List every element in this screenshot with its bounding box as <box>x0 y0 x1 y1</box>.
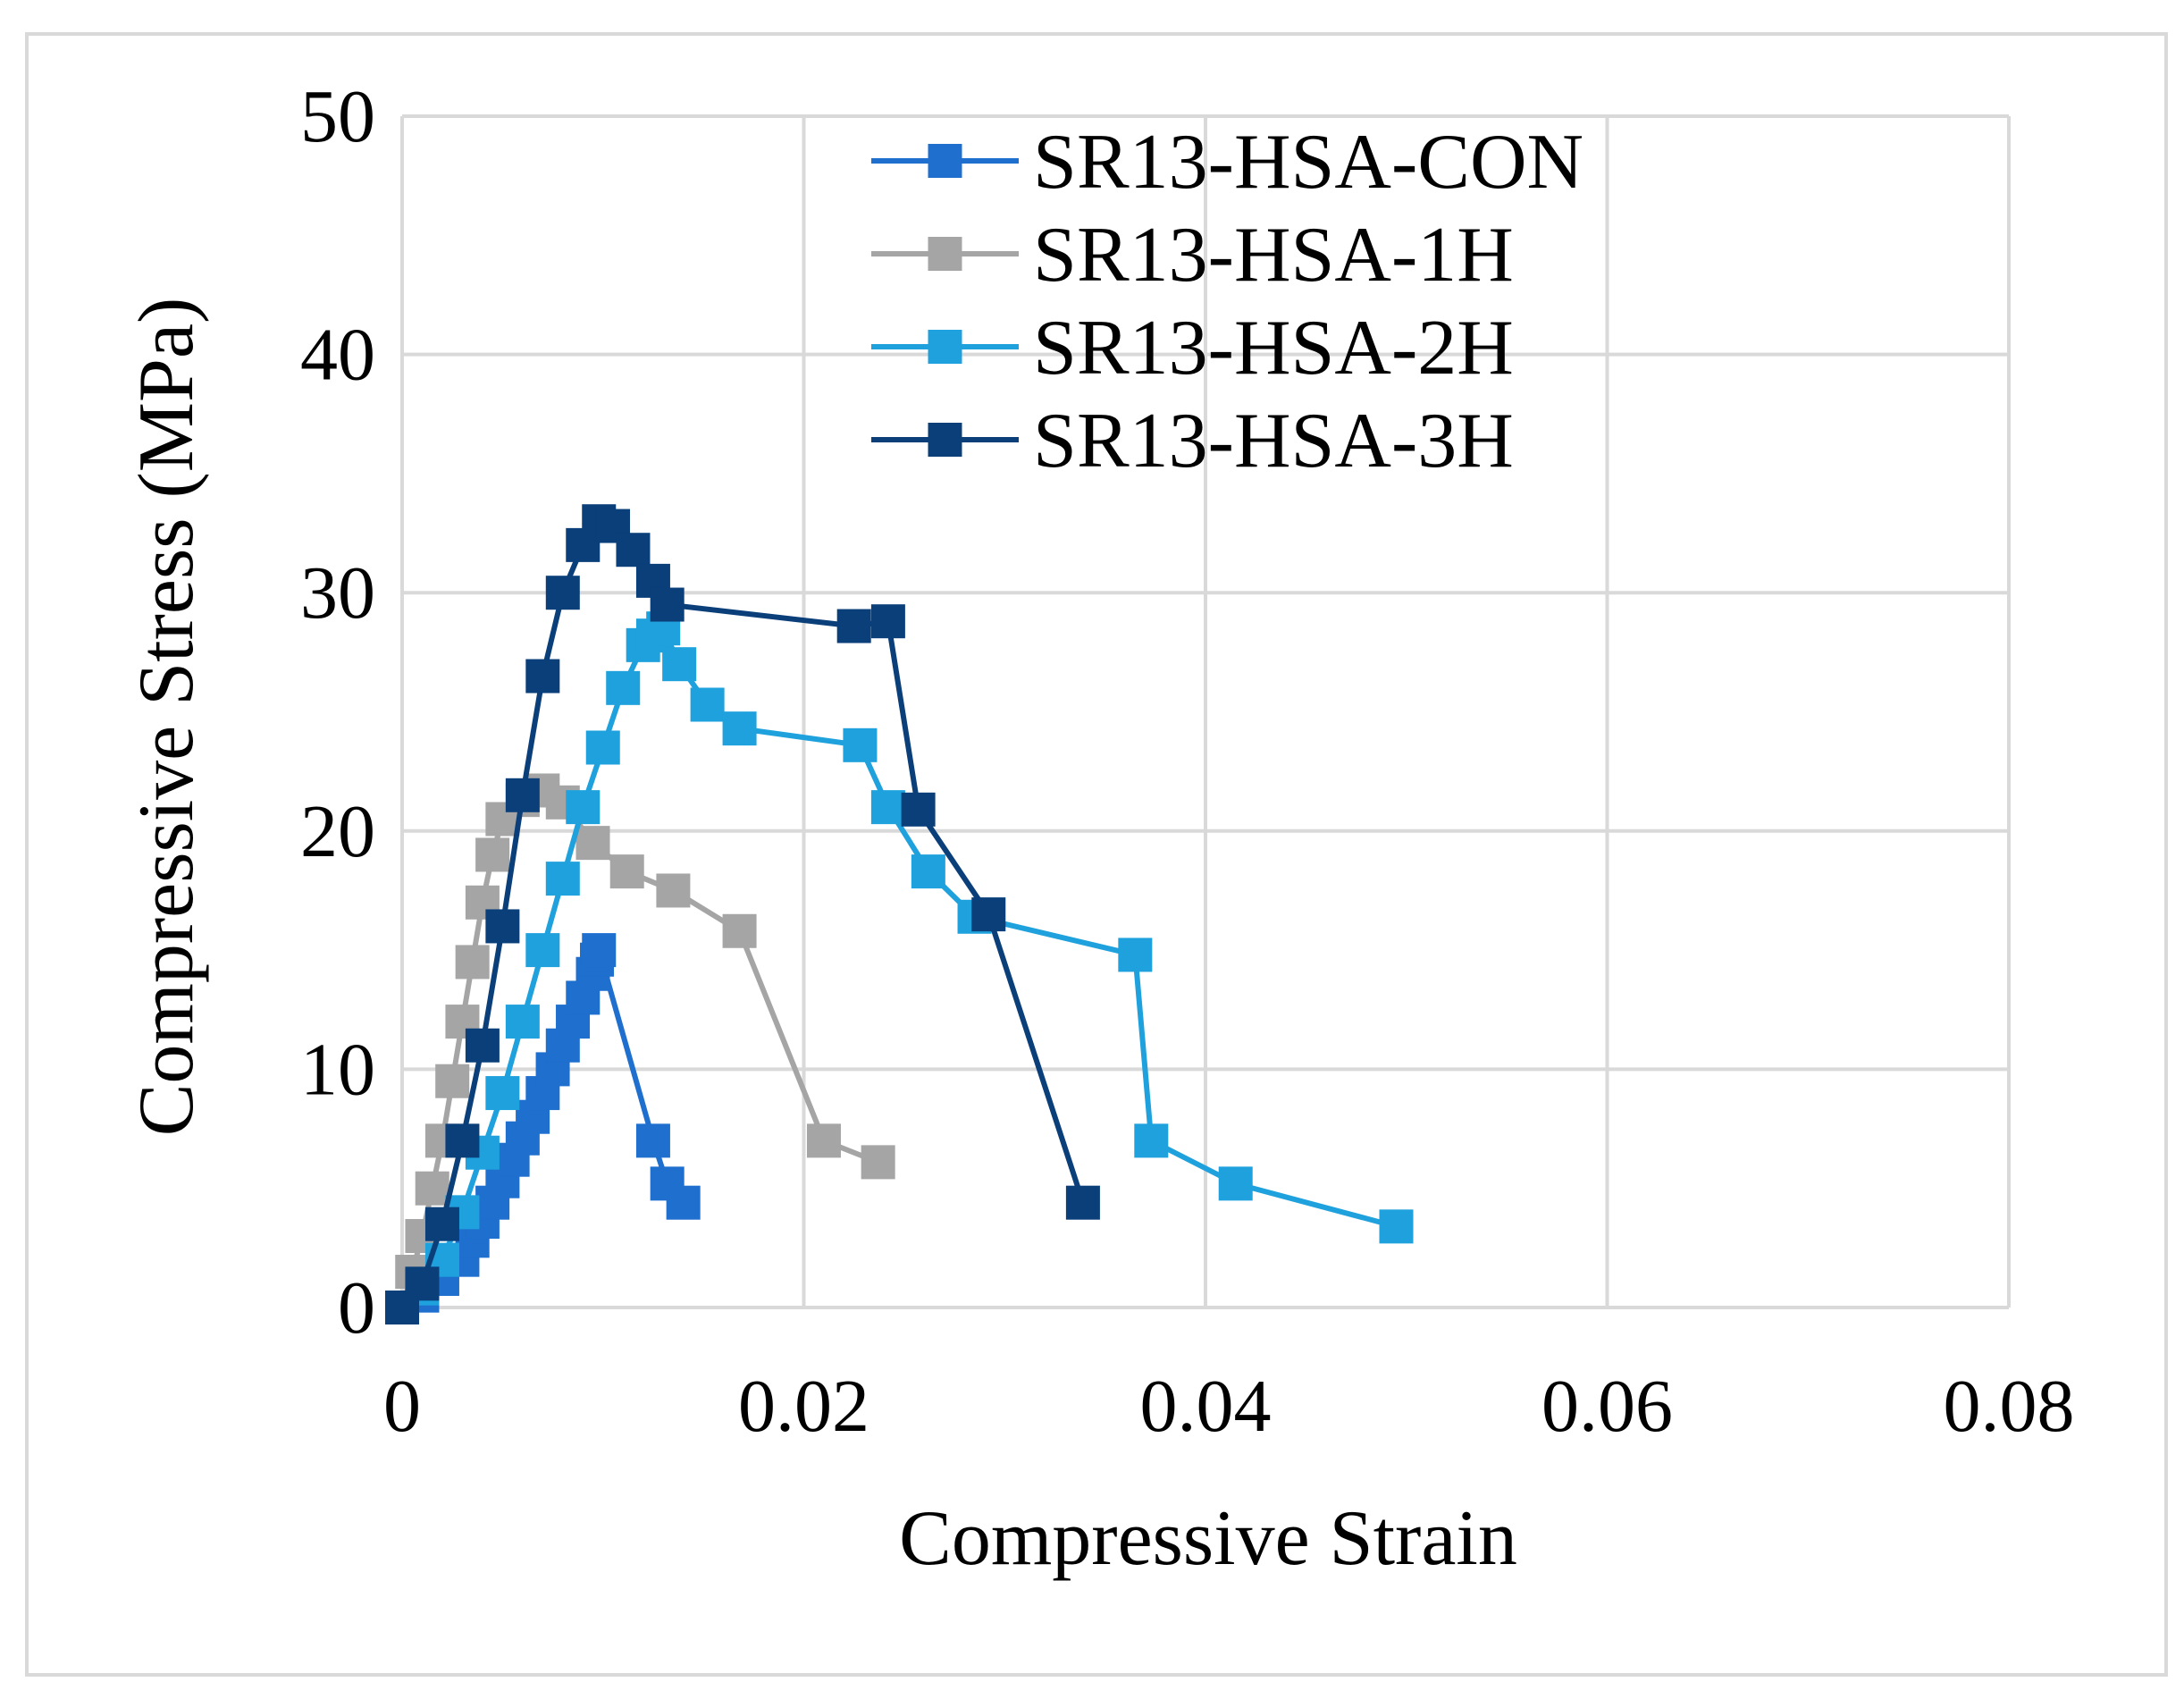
data-point <box>505 778 540 812</box>
legend-label: SR13-HSA-1H <box>1033 212 1514 299</box>
data-point <box>424 1207 459 1241</box>
x-tick-label: 0 <box>383 1365 421 1448</box>
data-point <box>609 854 644 889</box>
y-tick-label: 0 <box>338 1266 375 1350</box>
x-tick-label: 0.04 <box>1140 1365 1272 1448</box>
x-tick-label: 0.08 <box>1944 1365 2075 1448</box>
data-point <box>475 837 510 872</box>
legend-marker <box>928 330 962 364</box>
data-point <box>616 533 651 568</box>
legend: SR13-HSA-CONSR13-HSA-1HSR13-HSA-2HSR13-H… <box>871 119 1583 484</box>
legend-item: SR13-HSA-2H <box>871 305 1514 391</box>
data-point <box>455 945 490 980</box>
legend-marker <box>928 144 962 178</box>
data-point <box>722 711 757 746</box>
data-point <box>971 897 1006 932</box>
data-point <box>1065 1185 1100 1220</box>
data-point <box>1134 1123 1169 1158</box>
data-point <box>806 1123 841 1158</box>
data-point <box>575 826 610 861</box>
data-point <box>650 587 685 622</box>
data-point <box>870 790 905 825</box>
tick-labels: 0 10 20 30 40 50 0 0.02 0.04 0.06 0.08 <box>300 75 2075 1448</box>
data-point <box>1218 1166 1253 1201</box>
legend-label: SR13-HSA-3H <box>1033 398 1514 484</box>
data-point <box>415 1171 449 1206</box>
data-point <box>485 909 520 944</box>
series-group <box>385 504 1414 1324</box>
legend-marker <box>928 237 962 271</box>
data-point <box>1379 1209 1414 1244</box>
x-tick-label: 0.02 <box>738 1365 869 1448</box>
data-point <box>635 1123 670 1158</box>
y-tick-label: 10 <box>300 1028 375 1111</box>
data-point <box>662 647 697 682</box>
y-tick-label: 30 <box>300 551 375 635</box>
data-point <box>545 576 580 610</box>
data-point <box>525 933 560 968</box>
y-tick-label: 20 <box>300 790 375 873</box>
series-sr13-hsa-2h <box>385 611 1414 1324</box>
data-point <box>566 790 601 825</box>
data-point <box>843 727 878 762</box>
x-axis-title: Compressive Strain <box>899 1495 1517 1582</box>
data-point <box>606 670 641 705</box>
legend-item: SR13-HSA-1H <box>871 212 1514 299</box>
x-tick-label: 0.06 <box>1541 1365 1673 1448</box>
data-point <box>445 1123 480 1158</box>
data-point <box>690 687 725 722</box>
legend-item: SR13-HSA-3H <box>871 398 1514 484</box>
data-point <box>405 1266 440 1301</box>
data-point <box>485 1076 520 1111</box>
data-point <box>525 659 560 694</box>
data-point <box>836 609 871 643</box>
legend-label: SR13-HSA-CON <box>1033 119 1583 206</box>
legend-marker <box>928 423 962 457</box>
data-point <box>666 1185 701 1220</box>
data-point <box>545 862 580 896</box>
data-point <box>861 1145 895 1180</box>
data-point <box>505 1005 540 1039</box>
y-tick-label: 50 <box>300 75 375 158</box>
grid <box>400 114 2011 1309</box>
chart-frame <box>25 32 2168 1677</box>
y-axis-title: Compressive Stress (MPa) <box>123 298 210 1137</box>
data-point <box>585 730 620 765</box>
data-point <box>870 604 905 639</box>
data-point <box>901 792 936 827</box>
data-point <box>465 1028 500 1063</box>
y-tick-label: 40 <box>300 314 375 397</box>
legend-label: SR13-HSA-2H <box>1033 305 1514 391</box>
data-point <box>582 933 617 968</box>
series-sr13-hsa-3h <box>385 504 1100 1324</box>
series-line <box>399 626 1398 1310</box>
data-point <box>911 854 945 889</box>
data-point <box>1118 938 1153 972</box>
data-point <box>435 1064 470 1098</box>
data-point <box>722 913 757 948</box>
legend-item: SR13-HSA-CON <box>871 119 1583 206</box>
data-point <box>656 873 691 908</box>
